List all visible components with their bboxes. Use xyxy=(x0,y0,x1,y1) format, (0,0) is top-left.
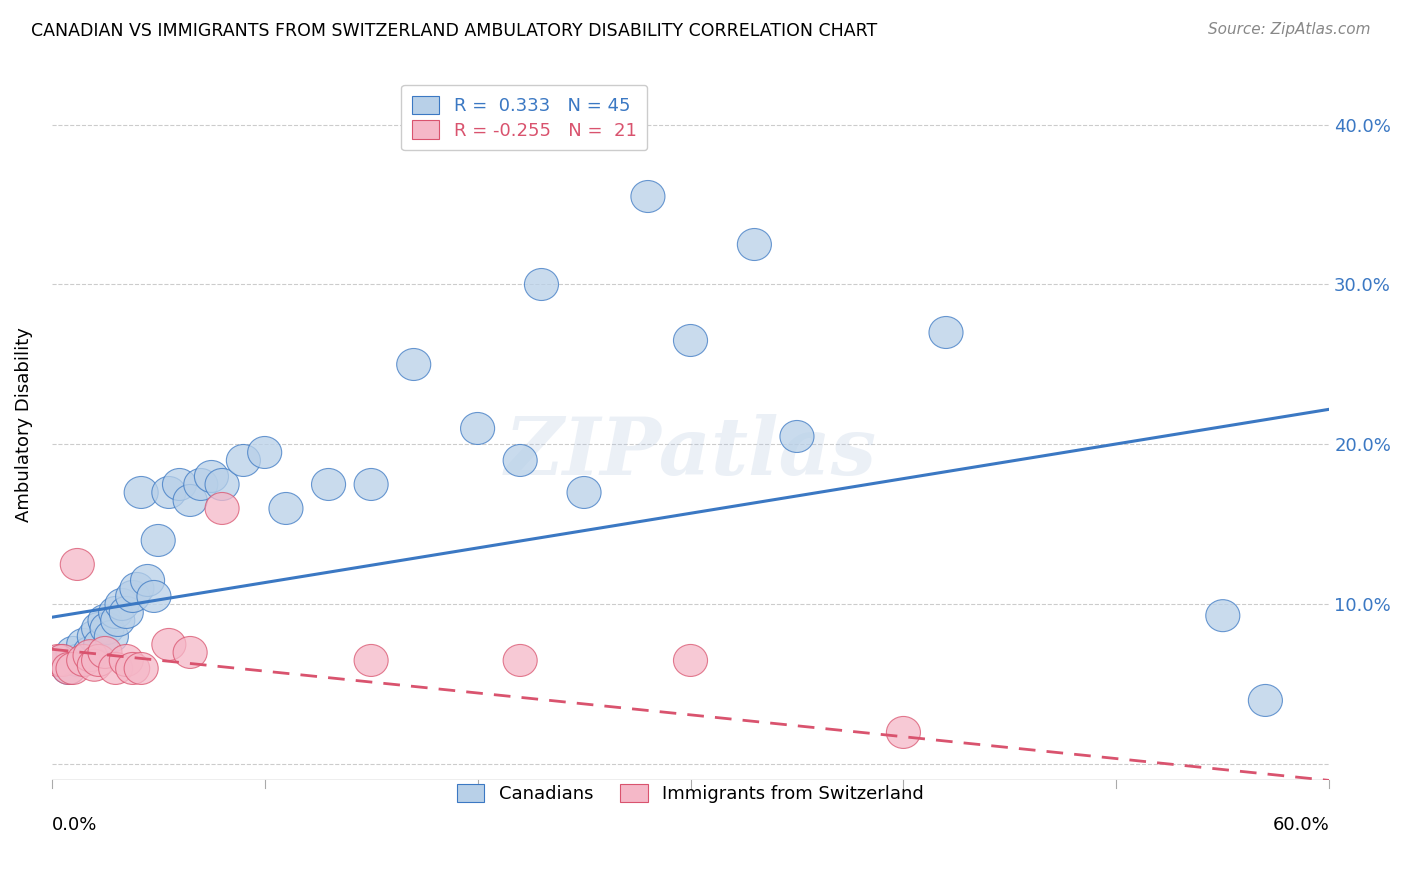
Ellipse shape xyxy=(461,412,495,444)
Ellipse shape xyxy=(737,228,772,260)
Ellipse shape xyxy=(89,637,122,668)
Ellipse shape xyxy=(56,637,90,668)
Ellipse shape xyxy=(52,652,86,684)
Y-axis label: Ambulatory Disability: Ambulatory Disability xyxy=(15,327,32,522)
Ellipse shape xyxy=(115,581,149,613)
Ellipse shape xyxy=(631,180,665,212)
Legend: Canadians, Immigrants from Switzerland: Canadians, Immigrants from Switzerland xyxy=(447,773,935,814)
Ellipse shape xyxy=(98,597,132,629)
Ellipse shape xyxy=(780,420,814,452)
Ellipse shape xyxy=(41,644,75,676)
Ellipse shape xyxy=(503,644,537,676)
Ellipse shape xyxy=(269,492,304,524)
Ellipse shape xyxy=(131,565,165,597)
Text: 0.0%: 0.0% xyxy=(52,815,97,834)
Ellipse shape xyxy=(247,436,281,468)
Ellipse shape xyxy=(115,652,149,684)
Ellipse shape xyxy=(105,589,139,621)
Ellipse shape xyxy=(124,652,159,684)
Ellipse shape xyxy=(110,644,143,676)
Ellipse shape xyxy=(45,644,79,676)
Ellipse shape xyxy=(194,460,228,492)
Ellipse shape xyxy=(1249,684,1282,716)
Ellipse shape xyxy=(226,444,260,476)
Ellipse shape xyxy=(205,492,239,524)
Ellipse shape xyxy=(45,644,79,676)
Ellipse shape xyxy=(73,640,107,672)
Ellipse shape xyxy=(94,621,128,652)
Ellipse shape xyxy=(136,581,172,613)
Ellipse shape xyxy=(77,621,111,652)
Ellipse shape xyxy=(124,476,159,508)
Ellipse shape xyxy=(120,573,153,605)
Ellipse shape xyxy=(56,652,90,684)
Ellipse shape xyxy=(886,716,921,748)
Ellipse shape xyxy=(60,644,94,676)
Text: ZIPatlas: ZIPatlas xyxy=(505,414,876,491)
Ellipse shape xyxy=(52,652,86,684)
Ellipse shape xyxy=(152,629,186,660)
Ellipse shape xyxy=(163,468,197,500)
Ellipse shape xyxy=(73,637,107,668)
Ellipse shape xyxy=(312,468,346,500)
Ellipse shape xyxy=(89,605,122,637)
Ellipse shape xyxy=(173,637,207,668)
Ellipse shape xyxy=(82,644,115,676)
Ellipse shape xyxy=(98,652,132,684)
Ellipse shape xyxy=(1206,599,1240,632)
Ellipse shape xyxy=(173,484,207,516)
Ellipse shape xyxy=(354,644,388,676)
Ellipse shape xyxy=(77,649,111,681)
Ellipse shape xyxy=(673,644,707,676)
Text: CANADIAN VS IMMIGRANTS FROM SWITZERLAND AMBULATORY DISABILITY CORRELATION CHART: CANADIAN VS IMMIGRANTS FROM SWITZERLAND … xyxy=(31,22,877,40)
Ellipse shape xyxy=(82,613,115,644)
Ellipse shape xyxy=(673,325,707,357)
Ellipse shape xyxy=(929,317,963,349)
Text: Source: ZipAtlas.com: Source: ZipAtlas.com xyxy=(1208,22,1371,37)
Ellipse shape xyxy=(503,444,537,476)
Ellipse shape xyxy=(66,629,101,660)
Ellipse shape xyxy=(84,629,118,660)
Ellipse shape xyxy=(205,468,239,500)
Text: 60.0%: 60.0% xyxy=(1272,815,1329,834)
Ellipse shape xyxy=(101,605,135,637)
Ellipse shape xyxy=(567,476,602,508)
Ellipse shape xyxy=(152,476,186,508)
Ellipse shape xyxy=(141,524,176,557)
Ellipse shape xyxy=(184,468,218,500)
Ellipse shape xyxy=(396,349,430,381)
Ellipse shape xyxy=(66,644,101,676)
Ellipse shape xyxy=(60,549,94,581)
Ellipse shape xyxy=(524,268,558,301)
Ellipse shape xyxy=(354,468,388,500)
Ellipse shape xyxy=(90,613,124,644)
Ellipse shape xyxy=(110,597,143,629)
